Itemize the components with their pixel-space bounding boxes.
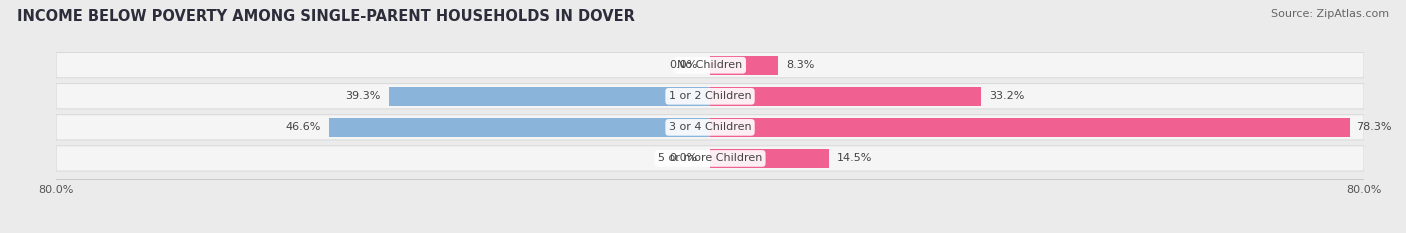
Text: Source: ZipAtlas.com: Source: ZipAtlas.com [1271,9,1389,19]
Text: 3 or 4 Children: 3 or 4 Children [669,122,751,132]
Text: 78.3%: 78.3% [1357,122,1392,132]
FancyBboxPatch shape [56,53,1364,78]
Text: 46.6%: 46.6% [285,122,321,132]
Bar [710,56,778,75]
Bar [710,87,981,106]
Bar [710,118,1350,137]
Bar [329,118,710,137]
Text: 0.0%: 0.0% [669,60,697,70]
Text: No Children: No Children [678,60,742,70]
FancyBboxPatch shape [56,146,1364,171]
Text: 39.3%: 39.3% [346,91,381,101]
Text: 1 or 2 Children: 1 or 2 Children [669,91,751,101]
Text: 5 or more Children: 5 or more Children [658,154,762,163]
Text: 14.5%: 14.5% [837,154,872,163]
Text: 33.2%: 33.2% [990,91,1025,101]
Text: 8.3%: 8.3% [786,60,814,70]
Text: INCOME BELOW POVERTY AMONG SINGLE-PARENT HOUSEHOLDS IN DOVER: INCOME BELOW POVERTY AMONG SINGLE-PARENT… [17,9,634,24]
FancyBboxPatch shape [56,84,1364,109]
Text: 0.0%: 0.0% [669,154,697,163]
Bar [389,87,710,106]
Bar [710,149,828,168]
FancyBboxPatch shape [56,115,1364,140]
